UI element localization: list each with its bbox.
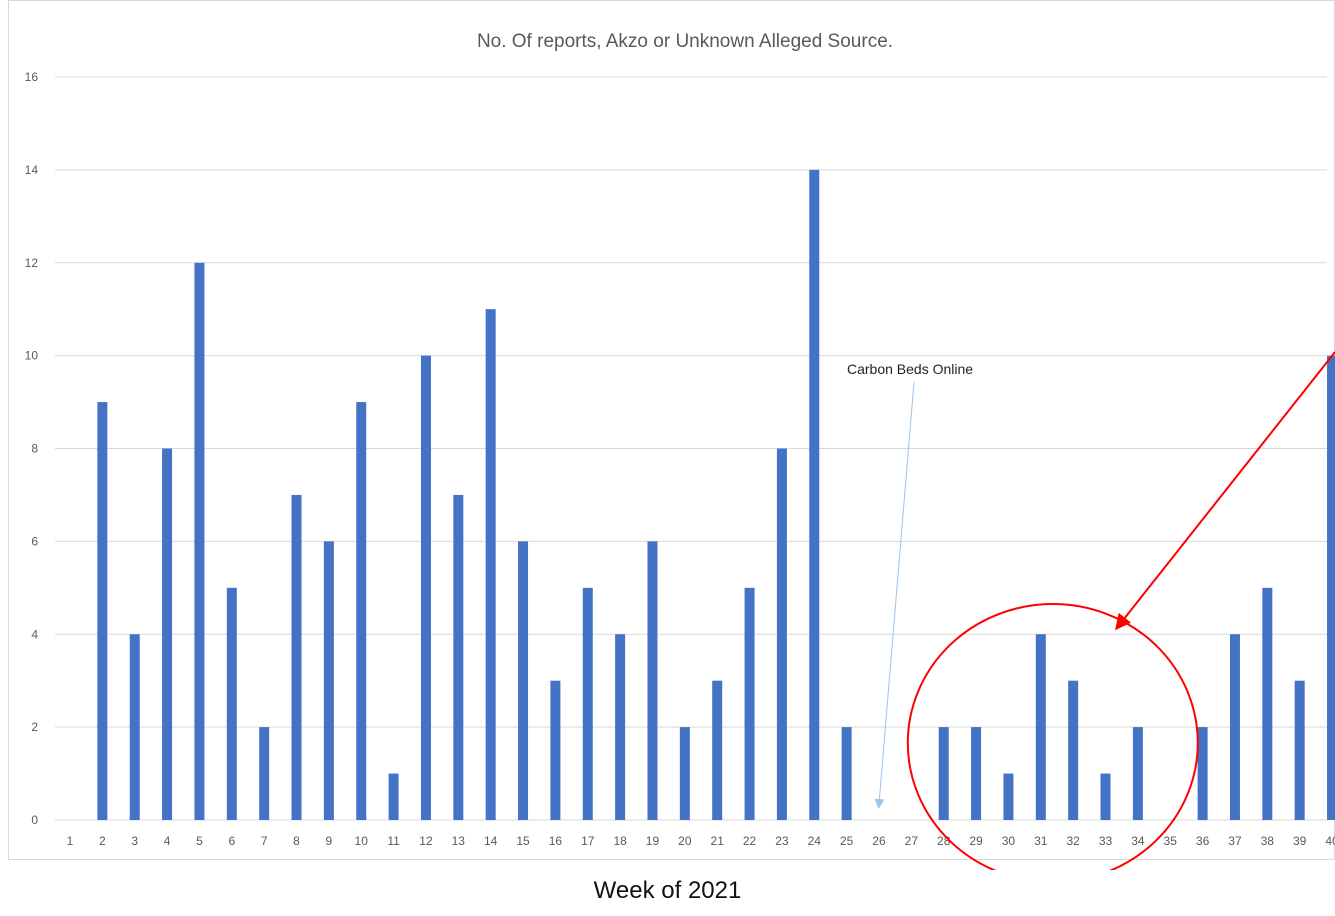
x-tick-label: 17	[581, 834, 595, 848]
bar-week-21	[712, 680, 723, 820]
x-tick-label: 4	[164, 834, 171, 848]
bar-week-36	[1197, 727, 1208, 820]
bars	[97, 169, 1335, 820]
y-tick-label: 6	[31, 534, 38, 548]
bar-week-38	[1262, 587, 1273, 820]
x-tick-label: 10	[355, 834, 369, 848]
bar-week-14	[485, 309, 496, 820]
x-tick-label: 34	[1131, 834, 1145, 848]
bar-week-10	[356, 402, 367, 820]
bar-week-25	[841, 727, 852, 820]
x-tick-label: 2	[99, 834, 106, 848]
x-tick-label: 15	[516, 834, 530, 848]
highlight-arrow	[1115, 351, 1335, 631]
x-tick-label: 6	[228, 834, 235, 848]
x-tick-label: 39	[1293, 834, 1307, 848]
x-axis-ticks: 1 2 3 4 5 6 7 8 9 10 11 12 13 14 15 16 17 18 19 20 21 22 23 24 2…	[67, 834, 1335, 848]
bar-week-3	[129, 634, 140, 820]
bar-week-34	[1132, 727, 1143, 820]
y-tick-label: 12	[25, 256, 39, 270]
x-tick-label: 14	[484, 834, 498, 848]
bar-week-29	[971, 727, 982, 820]
x-tick-label: 16	[549, 834, 563, 848]
x-tick-label: 8	[293, 834, 300, 848]
bar-week-17	[582, 587, 593, 820]
bar-week-18	[615, 634, 626, 820]
x-tick-label: 1	[67, 834, 74, 848]
x-tick-label: 5	[196, 834, 203, 848]
y-tick-label: 2	[31, 720, 38, 734]
x-tick-label: 36	[1196, 834, 1210, 848]
x-tick-label: 23	[775, 834, 789, 848]
bar-week-12	[420, 355, 431, 820]
y-axis-ticks: 0 2 4 6 8 10 12 14 16	[25, 70, 39, 827]
x-tick-label: 19	[646, 834, 660, 848]
bar-week-31	[1035, 634, 1046, 820]
bar-week-37	[1229, 634, 1240, 820]
bar-week-33	[1100, 773, 1111, 820]
y-tick-label: 8	[31, 442, 38, 456]
bar-week-40	[1327, 355, 1335, 820]
bar-week-13	[453, 494, 464, 820]
x-tick-label: 27	[905, 834, 919, 848]
x-tick-label: 7	[261, 834, 268, 848]
x-tick-label: 3	[131, 834, 138, 848]
x-tick-label: 32	[1066, 834, 1080, 848]
bar-week-8	[291, 494, 302, 820]
x-tick-label: 38	[1261, 834, 1275, 848]
x-tick-label: 40	[1325, 834, 1335, 848]
bar-week-5	[194, 262, 205, 820]
annotation-arrow	[874, 381, 915, 809]
bar-week-32	[1068, 680, 1079, 820]
bar-week-24	[809, 169, 820, 820]
x-tick-label: 12	[419, 834, 433, 848]
bar-week-6	[226, 587, 237, 820]
x-tick-label: 21	[711, 834, 725, 848]
bar-week-9	[323, 541, 334, 820]
gridlines	[55, 76, 1327, 821]
highlight-ellipse	[906, 603, 1199, 870]
annotations: Carbon Beds Online	[847, 351, 1335, 870]
bar-week-19	[647, 541, 658, 820]
annotation-label: Carbon Beds Online	[847, 361, 973, 377]
bar-week-4	[162, 448, 173, 820]
y-tick-label: 14	[25, 163, 39, 177]
x-tick-label: 37	[1228, 834, 1242, 848]
bar-week-30	[1003, 773, 1014, 820]
x-tick-label: 31	[1034, 834, 1048, 848]
x-tick-label: 18	[613, 834, 627, 848]
bar-week-20	[679, 727, 690, 820]
bar-week-7	[259, 727, 270, 820]
bar-week-28	[938, 727, 949, 820]
x-tick-label: 26	[872, 834, 886, 848]
x-tick-label: 29	[969, 834, 983, 848]
bar-week-22	[744, 587, 755, 820]
y-tick-label: 4	[31, 627, 38, 641]
bar-week-23	[776, 448, 787, 820]
x-tick-label: 13	[452, 834, 466, 848]
x-axis-label: Week of 2021	[593, 877, 742, 904]
x-tick-label: 24	[808, 834, 822, 848]
bar-week-2	[97, 402, 108, 820]
x-tick-label: 35	[1164, 834, 1178, 848]
chart-title: No. Of reports, Akzo or Unknown Alleged …	[477, 31, 893, 52]
x-tick-label: 33	[1099, 834, 1113, 848]
x-tick-label: 20	[678, 834, 692, 848]
bar-chart: No. Of reports, Akzo or Unknown Alleged …	[25, 31, 1335, 870]
x-tick-label: 11	[387, 834, 400, 848]
bar-week-39	[1294, 680, 1305, 820]
bar-week-11	[388, 773, 399, 820]
y-tick-label: 0	[31, 813, 38, 827]
bar-week-15	[518, 541, 529, 820]
bar-week-16	[550, 680, 561, 820]
x-tick-label: 9	[326, 834, 333, 848]
x-tick-label: 30	[1002, 834, 1016, 848]
y-tick-label: 10	[25, 349, 39, 363]
y-tick-label: 16	[25, 70, 39, 84]
x-tick-label: 25	[840, 834, 854, 848]
x-tick-label: 22	[743, 834, 757, 848]
